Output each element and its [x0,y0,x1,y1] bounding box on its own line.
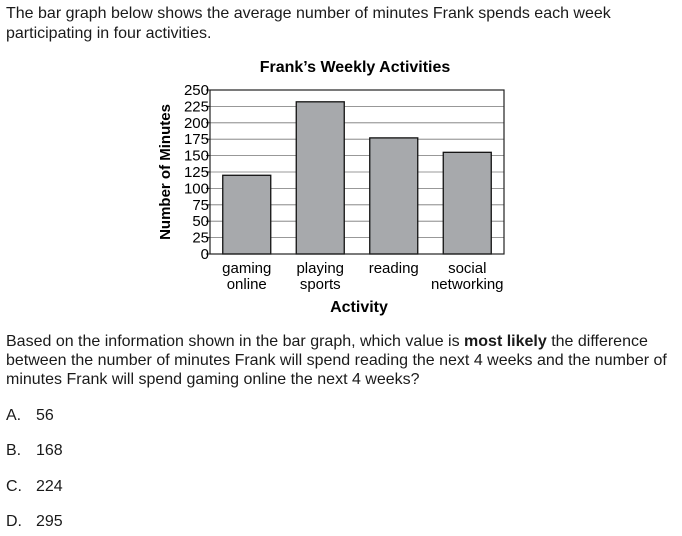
y-tick-label: 25 [192,230,209,247]
y-tick-label: 100 [184,180,209,197]
question-before: Based on the information shown in the ba… [6,333,465,350]
x-tick-label: reading [369,260,419,277]
answer-choice-b[interactable]: B. 168 [6,441,63,461]
y-tick-label: 50 [192,213,209,230]
choice-value: 56 [36,407,54,424]
x-tick-labels: gaming online playing sports reading social ne… [222,260,503,293]
y-tick-label: 225 [184,98,209,115]
bar-social-networking [442,151,492,255]
y-tick-label: 75 [192,197,209,214]
x-tick-label: gaming online [222,260,271,293]
choice-letter: C. [6,478,22,495]
choice-value: 224 [36,478,63,495]
intro-text: The bar graph below shows the average nu… [6,5,611,42]
y-tick-label: 175 [184,131,209,148]
x-axis-label: Activity [330,299,388,316]
choice-letter: B. [6,442,22,459]
question-text: Based on the information shown in the ba… [6,332,680,389]
choice-value: 168 [36,442,63,459]
y-tick-label: 200 [184,115,209,132]
choice-value: 295 [36,513,63,530]
bars [222,101,492,255]
bar-gaming-online [222,174,272,255]
answer-choice-c[interactable]: C. 224 [6,477,63,497]
y-tick-label: 0 [201,246,209,263]
chart-title: Frank’s Weekly Activities [260,59,451,76]
question-after: the difference between the number of min… [6,333,667,388]
y-tick-label: 125 [184,164,209,181]
y-tick-label: 250 [184,82,209,99]
x-tick-label: social networking [431,260,504,293]
bar-reading [369,137,419,255]
plot-frame [209,89,505,255]
y-axis-label: Number of Minutes [157,104,174,240]
choice-letter: A. [6,407,22,424]
y-tick-label: 150 [184,148,209,165]
question-emphasis: most likely [464,333,547,350]
answer-choice-d[interactable]: D. 295 [6,512,63,532]
bar-chart: Frank’s Weekly Activities 02550751001251… [157,59,505,316]
choice-letter: D. [6,513,22,530]
bar-playing-sports [295,101,345,255]
x-tick-label: playing sports [296,260,344,293]
answer-choice-a[interactable]: A. 56 [6,406,54,426]
